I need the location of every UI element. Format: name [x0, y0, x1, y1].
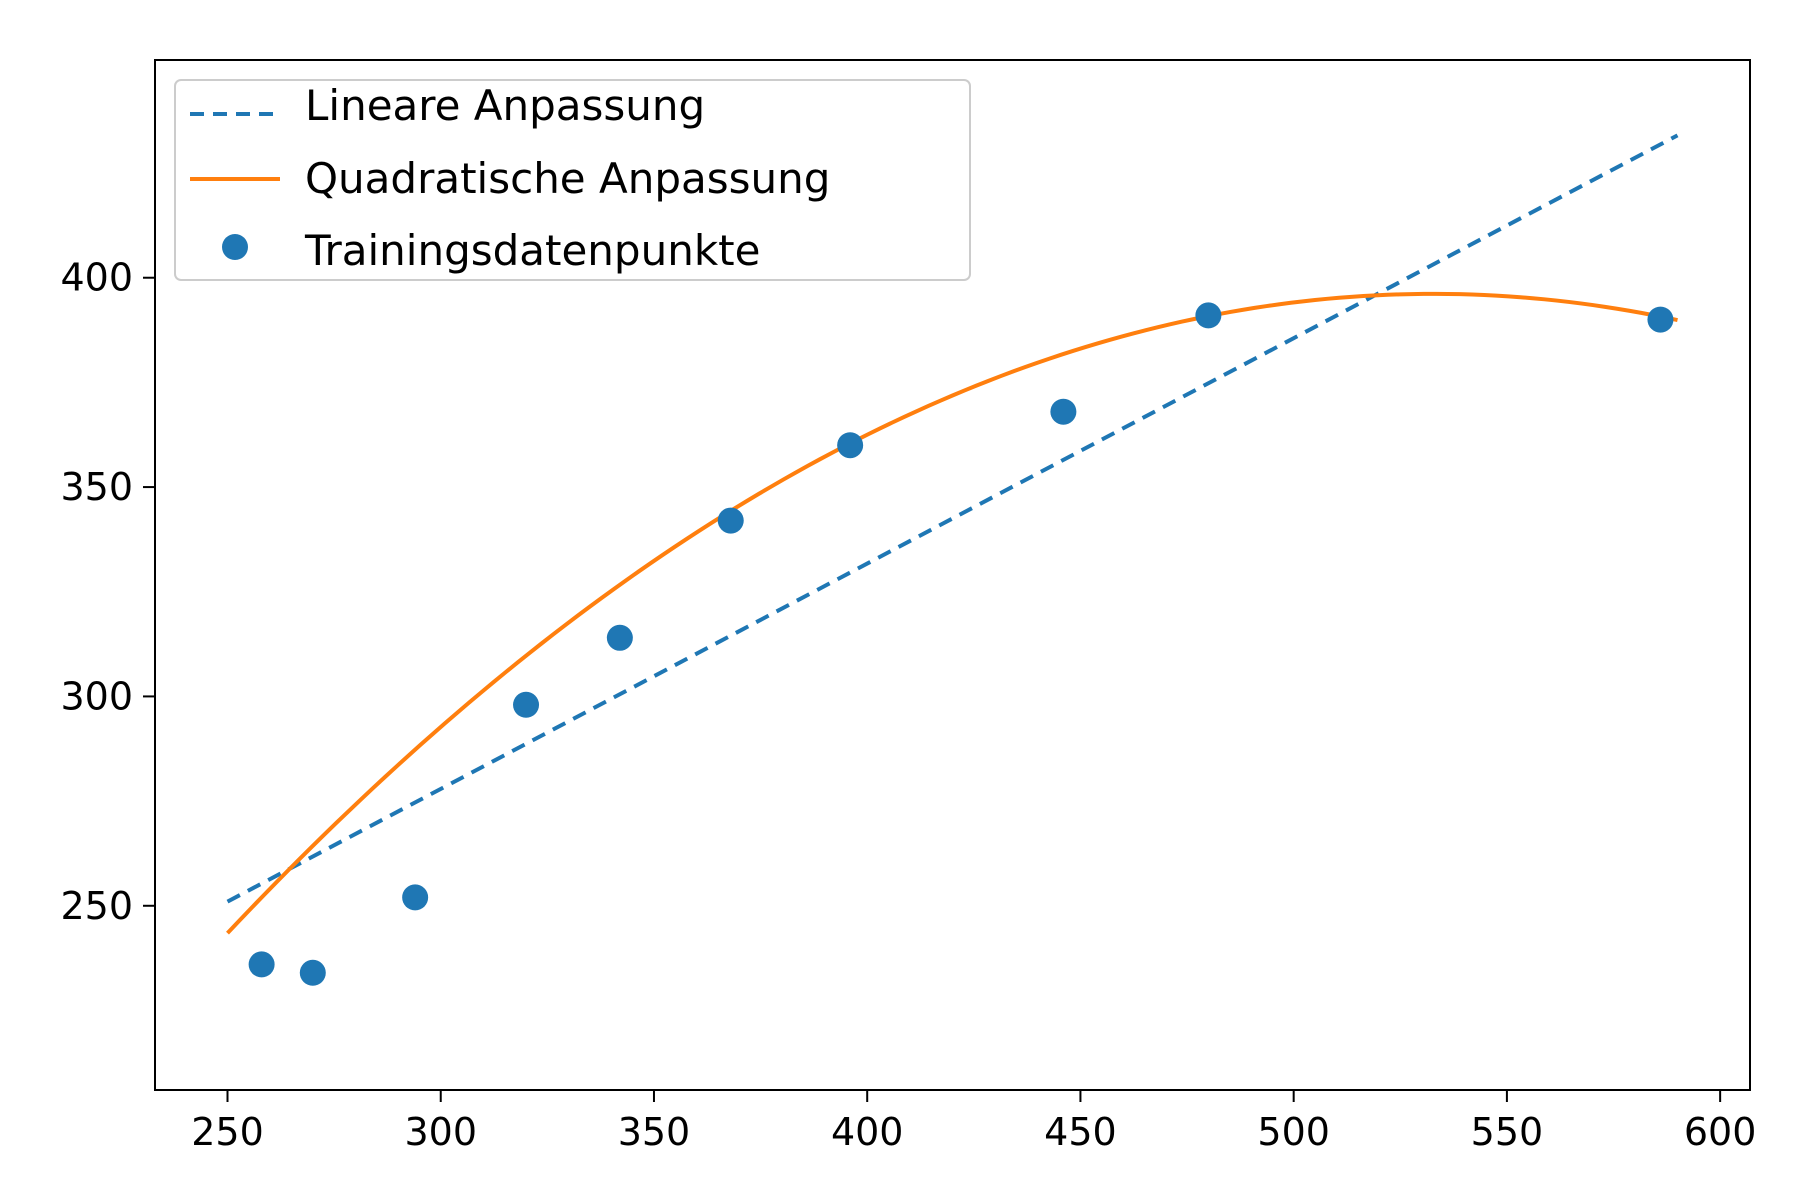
- data-point: [402, 884, 429, 911]
- x-tick-label-400: 400: [831, 1110, 904, 1154]
- data-point: [837, 432, 864, 459]
- data-point: [1195, 302, 1222, 329]
- series-layer: [226, 133, 1679, 986]
- data-point: [1050, 398, 1077, 425]
- legend-points-marker: [222, 234, 248, 260]
- legend-box: [174, 79, 971, 281]
- legend-quadratic-label: Quadratische Anpassung: [305, 154, 830, 203]
- data-point: [513, 691, 540, 718]
- x-tick-label-450: 450: [1044, 1110, 1117, 1154]
- data-point: [606, 624, 633, 651]
- y-tick-label-400: 400: [60, 256, 133, 300]
- y-axis: 250 300 350 400: [60, 256, 155, 928]
- x-axis: 250 300 350 400 450 500 550 600: [191, 1090, 1756, 1154]
- x-tick-label-550: 550: [1471, 1110, 1544, 1154]
- y-tick-label-350: 350: [60, 465, 133, 509]
- data-point: [248, 951, 275, 978]
- y-tick-label-250: 250: [60, 884, 133, 928]
- x-tick-label-500: 500: [1257, 1110, 1330, 1154]
- x-tick-label-350: 350: [618, 1110, 691, 1154]
- data-point: [1647, 306, 1674, 333]
- legend: Lineare Anpassung Quadratische Anpassung…: [174, 79, 971, 281]
- quadratic-fit-curve: [226, 291, 1678, 935]
- linear-fit-line: [226, 133, 1679, 904]
- x-tick-label-600: 600: [1684, 1110, 1757, 1154]
- x-tick-label-300: 300: [404, 1110, 477, 1154]
- y-tick-label-300: 300: [60, 674, 133, 718]
- legend-linear-label: Lineare Anpassung: [305, 81, 705, 130]
- data-point: [299, 959, 326, 986]
- x-tick-label-250: 250: [191, 1110, 264, 1154]
- data-point: [717, 507, 744, 534]
- legend-points-label: Trainingsdatenpunkte: [304, 226, 760, 275]
